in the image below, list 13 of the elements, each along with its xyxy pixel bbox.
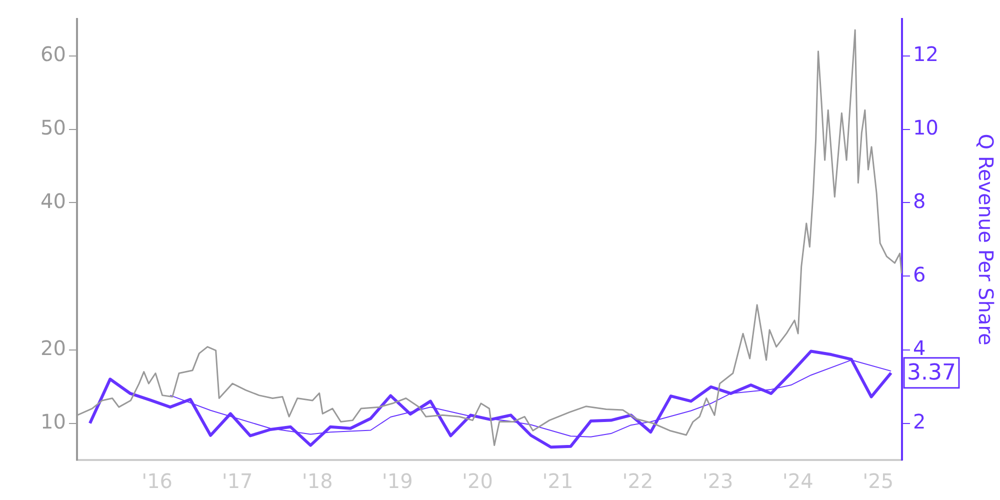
y2-tick-label: 10 (913, 115, 938, 140)
y-tick-label: 50 (40, 115, 66, 140)
y-tick-label: 60 (40, 42, 66, 66)
y-tick-label: 20 (40, 336, 66, 360)
y2-tick-label: 12 (913, 42, 938, 66)
data-label: 3.37 (907, 360, 956, 386)
y2-tick-label: 2 (913, 409, 926, 434)
y2-tick-label: 6 (913, 262, 926, 286)
y-tick-label: 10 (40, 409, 66, 434)
y2-tick-label: 8 (913, 188, 926, 213)
y2-tick-label: 4 (913, 336, 926, 360)
y2-axis-title: Q Revenue Per Share (974, 134, 998, 346)
y-tick-label: 40 (40, 188, 66, 213)
